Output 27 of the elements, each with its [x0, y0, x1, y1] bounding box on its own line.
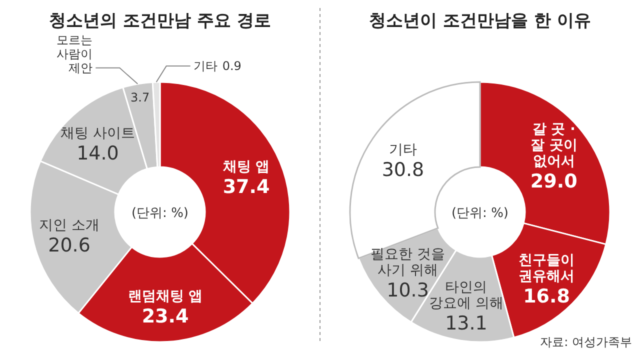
- data-label: 14.0: [76, 142, 119, 164]
- chart-title: 청소년이 조건만남을 한 이유: [369, 11, 591, 31]
- text: (단위: %): [131, 206, 189, 221]
- slice-label: 채팅 앱: [222, 158, 270, 175]
- slice-label: 모르는 사람이 제안: [56, 32, 93, 75]
- data-label: 37.4: [222, 176, 270, 198]
- data-label: 23.4: [142, 305, 189, 328]
- chart-title: 청소년의 조건만남 주요 경로: [49, 11, 271, 31]
- slice-label: 채팅 사이트: [60, 125, 135, 142]
- data-label: 10.3: [386, 279, 429, 302]
- data-label: 16.8: [523, 286, 570, 308]
- data-label: 30.8: [382, 158, 424, 181]
- slice-label: 기타: [193, 59, 218, 74]
- data-label: 3.7: [130, 90, 150, 105]
- slice-label: 친구들이 권유해서: [518, 252, 575, 285]
- data-label: 29.0: [530, 170, 578, 193]
- data-label: 0.9: [222, 59, 242, 74]
- slice-label: 필요한 것을 사기 위해: [370, 246, 445, 278]
- slice-label: 타인의 강요에 의해: [429, 279, 504, 312]
- slice-label: 지인 소개: [39, 218, 100, 234]
- slice-label: 기타: [389, 142, 417, 158]
- text: (단위: %): [451, 206, 509, 221]
- text: 자료: 여성가족부: [540, 335, 632, 349]
- data-label: 20.6: [48, 234, 90, 257]
- slice-label: 랜덤채팅 앱: [128, 288, 203, 304]
- data-label: 13.1: [445, 312, 488, 334]
- slice-label: 갈 곳 · 잘 곳이 없어서: [530, 122, 578, 170]
